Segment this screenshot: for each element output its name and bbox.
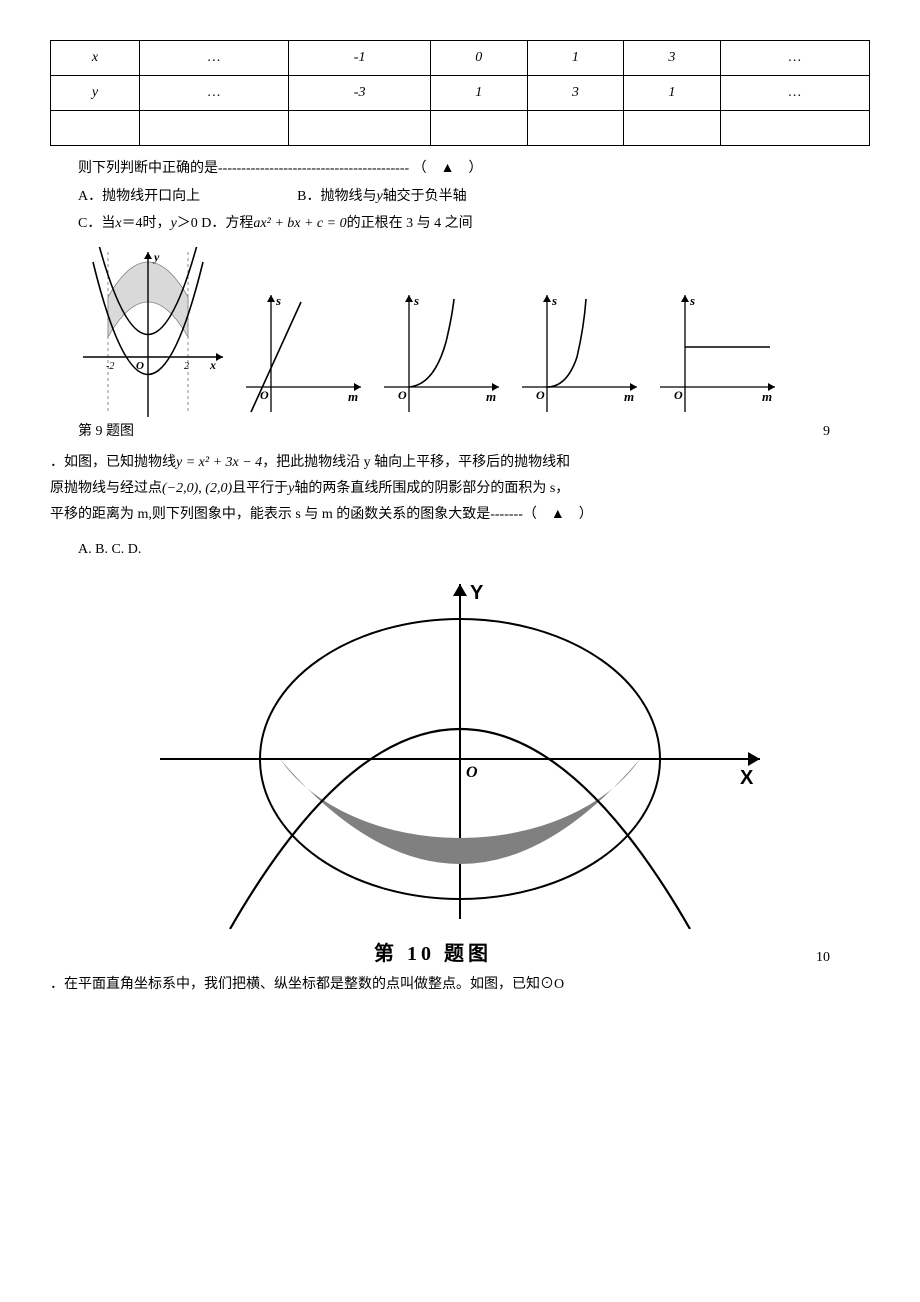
th-3: 3: [624, 41, 721, 76]
th-1: 1: [527, 41, 624, 76]
r2-n3: -3: [289, 76, 431, 111]
q8-stem: 则下列判断中正确的是------------------------------…: [78, 158, 870, 180]
q8-opt-c-mid1: ＝4时，: [122, 216, 171, 231]
svg-text:O: O: [466, 764, 478, 781]
r3-4: [527, 111, 624, 146]
svg-text:O: O: [398, 388, 407, 402]
q8-opt-d-pre: D．方程: [201, 216, 253, 231]
th-x: x: [51, 41, 140, 76]
figure-row: -2 2 O x y s O m s O m s O m: [78, 247, 870, 417]
fig9-right-num: 9: [823, 421, 830, 443]
r3-3: [430, 111, 527, 146]
svg-text:X: X: [740, 767, 754, 789]
q8-opt-d-post: 的正根在 3 与 4 之间: [347, 216, 473, 231]
q9-l2-mid: 且平行于: [232, 481, 288, 496]
svg-text:m: m: [348, 389, 358, 404]
q9-l1-eq: y = x² + 3x − 4: [176, 455, 262, 470]
r2-3: 3: [527, 76, 624, 111]
svg-text:s: s: [413, 293, 419, 308]
q9-line1: ．如图，已知抛物线y = x² + 3x − 4，把此抛物线沿 y 轴向上平移，…: [50, 452, 870, 474]
fig9-opt-d: s O m: [650, 287, 780, 417]
q8-opt-a: A．抛物线开口向上: [78, 189, 200, 204]
svg-text:s: s: [551, 293, 557, 308]
svg-text:s: s: [275, 293, 281, 308]
q8-opt-c-pre: C．当: [78, 216, 115, 231]
r2-d2: …: [720, 76, 869, 111]
q9-l2-pt1: (−2,0): [162, 481, 198, 496]
q8-row-cd: C．当x＝4时，y＞0 D．方程ax² + bx + c = 0的正根在 3 与…: [78, 213, 870, 235]
fig9-opt-c: s O m: [512, 287, 642, 417]
q8-opt-b-post: 轴交于负半轴: [383, 189, 467, 204]
q8-dashes: ----------------------------------------…: [218, 161, 409, 176]
q8-opt-b-pre: B．抛物线与: [297, 189, 376, 204]
q8-blank: （ ▲ ）: [413, 161, 483, 176]
r3-6: [720, 111, 869, 146]
svg-text:2: 2: [184, 361, 189, 372]
q9-l2-post: 轴的两条直线所围成的阴影部分的面积为 s，: [294, 481, 569, 496]
svg-text:O: O: [674, 388, 683, 402]
r2-y: y: [51, 76, 140, 111]
q8-opt-d-eq: ax² + bx + c = 0: [253, 216, 346, 231]
th-n1: -1: [289, 41, 431, 76]
q9-l1-post: ，把此抛物线沿 y 轴向上平移，平移后的抛物线和: [262, 455, 570, 470]
r3-1: [140, 111, 289, 146]
q9-abcd: A. B. C. D.: [78, 539, 870, 561]
svg-text:s: s: [689, 293, 695, 308]
q9-l2-pt2: (2,0): [205, 481, 232, 496]
q9-line2: 原抛物线与经过点(−2,0), (2,0)且平行于y轴的两条直线所围成的阴影部分…: [50, 478, 870, 500]
fig9-main: -2 2 O x y: [78, 247, 228, 417]
fig10-wrap: Y X O: [50, 569, 870, 937]
fig9-caption-row: 第 9 题图 9: [78, 421, 870, 443]
r2-1: 1: [430, 76, 527, 111]
svg-text:O: O: [536, 388, 545, 402]
fig9-opt-b: s O m: [374, 287, 504, 417]
q9-line3: 平移的距离为 m,则下列图象中，能表示 s 与 m 的函数关系的图象大致是---…: [50, 504, 870, 526]
fig9-opt-a: s O m: [236, 287, 366, 417]
fig10-svg: Y X O: [140, 569, 780, 929]
th-dots2: …: [720, 41, 869, 76]
svg-text:-2: -2: [106, 361, 114, 372]
q9-l3: 平移的距离为 m,则下列图象中，能表示 s 与 m 的函数关系的图象大致是---…: [50, 507, 593, 522]
fig9-caption: 第 9 题图: [78, 421, 134, 443]
r3-5: [624, 111, 721, 146]
q8-lead: 则下列判断中正确的是: [78, 161, 218, 176]
svg-text:y: y: [152, 250, 160, 264]
svg-text:O: O: [136, 360, 144, 372]
r3-2: [289, 111, 431, 146]
svg-text:Y: Y: [470, 582, 484, 604]
r2-d1: …: [140, 76, 289, 111]
fig10-caption-row: 第 10 题图 10: [50, 938, 870, 970]
fig10-right-num: 10: [816, 947, 870, 969]
fig10-caption: 第 10 题图: [374, 943, 492, 965]
q9-l2-pre: 原抛物线与经过点: [50, 481, 162, 496]
q8-row-ab: A．抛物线开口向上 B．抛物线与y轴交于负半轴: [78, 186, 870, 208]
svg-text:m: m: [486, 389, 496, 404]
r2-1b: 1: [624, 76, 721, 111]
q8-options: A．抛物线开口向上 B．抛物线与y轴交于负半轴 C．当x＝4时，y＞0 D．方程…: [78, 186, 870, 235]
q9-l1-pre: ．如图，已知抛物线: [50, 455, 176, 470]
q10-text: ．在平面直角坐标系中，我们把横、纵坐标都是整数的点叫做整点。如图，已知⊙O: [50, 974, 870, 996]
data-table: x … -1 0 1 3 … y … -3 1 3 1 …: [50, 40, 870, 146]
th-dots1: …: [140, 41, 289, 76]
svg-text:O: O: [260, 388, 269, 402]
svg-text:m: m: [624, 389, 634, 404]
r3-0: [51, 111, 140, 146]
svg-text:x: x: [209, 358, 216, 372]
th-0: 0: [430, 41, 527, 76]
q8-opt-c-mid2: ＞0: [177, 216, 198, 231]
svg-text:m: m: [762, 389, 772, 404]
